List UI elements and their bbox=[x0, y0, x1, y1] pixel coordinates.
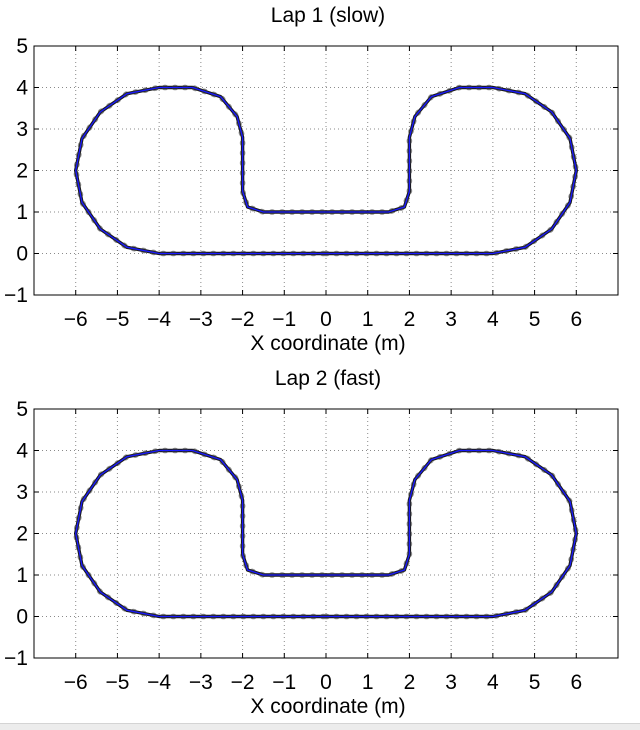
y-tick-labels: −1 0 1 2 3 4 5 bbox=[4, 398, 28, 670]
y-tick-label: 2 bbox=[16, 523, 28, 546]
chart-panel-lap-1: Lap 1 (slow) −6 −5 −4 −3 −2 −1 0 1 2 3 4 5 6 −1 0 1 2 3 4… bbox=[4, 4, 619, 355]
x-tick-label: 6 bbox=[570, 308, 582, 331]
x-axis-label: X coordinate (m) bbox=[250, 332, 405, 355]
bottom-rule bbox=[0, 723, 640, 730]
x-tick-label: 0 bbox=[320, 308, 332, 331]
x-tick-labels: −6 −5 −4 −3 −2 −1 0 1 2 3 4 5 6 bbox=[64, 308, 582, 331]
x-tick-label: −4 bbox=[147, 671, 171, 694]
x-tick-label: 5 bbox=[529, 308, 541, 331]
y-tick-label: 2 bbox=[16, 160, 28, 183]
y-tick-label: −1 bbox=[4, 284, 28, 307]
x-tick-label: −1 bbox=[272, 671, 296, 694]
y-tick-labels: −1 0 1 2 3 4 5 bbox=[4, 35, 28, 307]
x-tick-label: 1 bbox=[362, 671, 374, 694]
y-tick-label: 1 bbox=[16, 564, 28, 587]
x-tick-label: −6 bbox=[64, 671, 88, 694]
x-tick-label: 2 bbox=[404, 308, 416, 331]
x-tick-label: −5 bbox=[105, 308, 129, 331]
x-tick-label: −6 bbox=[64, 308, 88, 331]
x-tick-label: 2 bbox=[404, 671, 416, 694]
x-tick-label: 6 bbox=[570, 671, 582, 694]
x-tick-label: 1 bbox=[362, 308, 374, 331]
chart-panel-lap-2: Lap 2 (fast) −6 −5 −4 −3 −2 −1 0 1 2 3 4 5 6 −1 0 1 2 3 4… bbox=[4, 367, 619, 718]
x-tick-label: −2 bbox=[231, 308, 255, 331]
x-tick-labels: −6 −5 −4 −3 −2 −1 0 1 2 3 4 5 6 bbox=[64, 671, 582, 694]
y-tick-label: 5 bbox=[16, 35, 28, 58]
series-line-reference bbox=[75, 86, 577, 255]
plot-frame bbox=[33, 408, 619, 659]
x-tick-label: 0 bbox=[320, 671, 332, 694]
x-tick-label: 4 bbox=[487, 308, 499, 331]
x-tick-label: −4 bbox=[147, 308, 171, 331]
y-tick-label: 0 bbox=[16, 243, 28, 266]
chart-title: Lap 2 (fast) bbox=[275, 367, 381, 390]
x-tick-label: −2 bbox=[231, 671, 255, 694]
x-tick-label: −1 bbox=[272, 308, 296, 331]
x-tick-label: −3 bbox=[189, 308, 213, 331]
x-tick-label: −5 bbox=[105, 671, 129, 694]
y-tick-label: 0 bbox=[16, 606, 28, 629]
x-tick-label: 5 bbox=[529, 671, 541, 694]
chart-title: Lap 1 (slow) bbox=[271, 4, 385, 27]
x-tick-label: 4 bbox=[487, 671, 499, 694]
y-tick-label: 4 bbox=[16, 440, 28, 463]
plot-frame bbox=[33, 45, 619, 296]
x-tick-label: 3 bbox=[445, 671, 457, 694]
x-axis-label: X coordinate (m) bbox=[250, 695, 405, 718]
y-tick-label: 3 bbox=[16, 118, 28, 141]
data-layer bbox=[72, 84, 580, 257]
data-layer bbox=[72, 447, 580, 620]
y-tick-label: 1 bbox=[16, 201, 28, 224]
x-tick-label: 3 bbox=[445, 308, 457, 331]
y-tick-label: 4 bbox=[16, 77, 28, 100]
x-tick-label: −3 bbox=[189, 671, 213, 694]
y-tick-label: 5 bbox=[16, 398, 28, 421]
series-line-reference bbox=[75, 449, 577, 618]
y-tick-label: −1 bbox=[4, 647, 28, 670]
y-tick-label: 3 bbox=[16, 481, 28, 504]
